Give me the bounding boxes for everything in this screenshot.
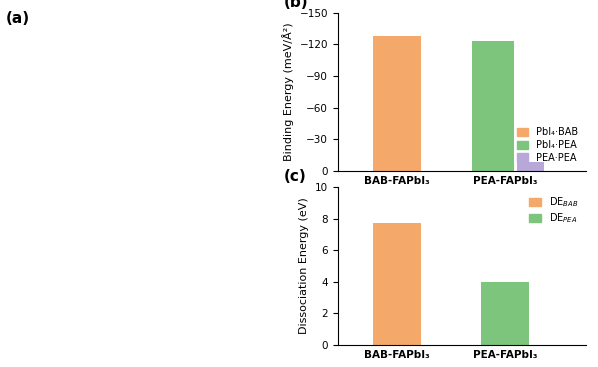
Bar xyxy=(517,162,544,171)
Bar xyxy=(472,41,514,171)
Text: (c): (c) xyxy=(283,169,306,184)
Bar xyxy=(373,36,422,171)
Y-axis label: Binding Energy (meV/Å²): Binding Energy (meV/Å²) xyxy=(282,22,294,161)
Text: (a): (a) xyxy=(6,11,30,26)
Bar xyxy=(481,282,529,345)
Bar xyxy=(373,224,422,345)
Text: (b): (b) xyxy=(283,0,308,10)
Legend: PbI₄·BAB, PbI₄·PEA, PEA·PEA: PbI₄·BAB, PbI₄·PEA, PEA·PEA xyxy=(514,124,581,166)
Y-axis label: Dissociation Energy (eV): Dissociation Energy (eV) xyxy=(300,198,310,334)
Legend: DE$_{BAB}$, DE$_{PEA}$: DE$_{BAB}$, DE$_{PEA}$ xyxy=(527,192,581,228)
